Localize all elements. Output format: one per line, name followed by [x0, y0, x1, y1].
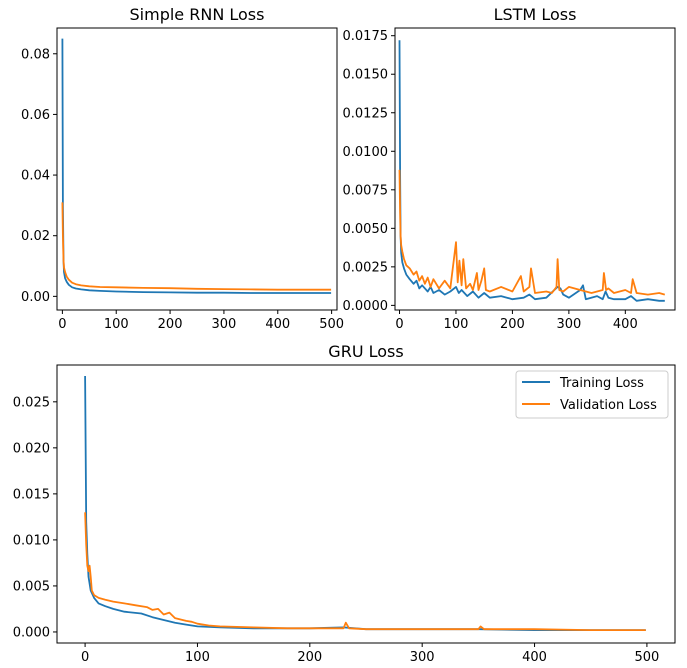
gru-x-axis: 0 100 200 300 400 500: [81, 643, 659, 665]
gru-x-tick-label: 0: [81, 650, 89, 665]
gru-plot-title: GRU Loss: [328, 342, 403, 361]
lstm-y-tick-label: 0.0025: [343, 260, 389, 275]
lstm-validation-line: [398, 169, 666, 296]
gru-y-tick-label: 0.025: [13, 395, 50, 410]
gru-y-tick-label: 0.010: [13, 533, 50, 548]
lstm-y-tick-label: 0.0000: [343, 299, 389, 314]
legend-box: [515, 370, 669, 419]
rnn-loss-plot: Simple RNN Loss 0 100 200 300 400 500 0.000.0…: [21, 5, 344, 332]
lstm-y-tick-label: 0.0150: [343, 68, 389, 83]
rnn-validation-line: [61, 202, 332, 291]
rnn-plot-title: Simple RNN Loss: [130, 5, 265, 24]
lstm-y-tick-label: 0.0050: [343, 222, 389, 237]
lstm-x-tick-label: 300: [556, 317, 581, 332]
rnn-series-lines: [61, 38, 332, 294]
gru-x-tick-label: 400: [522, 650, 547, 665]
rnn-y-tick-label: 0.08: [21, 47, 50, 62]
rnn-y-axis: 0.00 0.02 0.04 0.06 0.08: [21, 47, 57, 305]
rnn-y-tick-label: 0.06: [21, 108, 50, 123]
rnn-x-axis: 0 100 200 300 400 500: [58, 310, 344, 332]
gru-x-tick-label: 500: [634, 650, 659, 665]
lstm-y-tick-label: 0.0125: [343, 106, 389, 121]
rnn-x-tick-label: 300: [212, 317, 237, 332]
gru-y-tick-label: 0.020: [13, 441, 50, 456]
rnn-x-tick-label: 400: [265, 317, 290, 332]
lstm-y-tick-label: 0.0075: [343, 183, 389, 198]
lstm-axes-frame: [394, 27, 676, 311]
gru-y-axis: 0.000 0.005 0.010 0.015 0.020 0.025: [13, 395, 57, 640]
rnn-x-tick-label: 0: [58, 317, 66, 332]
gru-x-tick-label: 100: [185, 650, 210, 665]
gru-axes-frame: [56, 364, 676, 644]
rnn-x-tick-label: 100: [104, 317, 129, 332]
lstm-loss-plot: LSTM Loss 0 100 200 300 400 0.00000.00250.00…: [343, 5, 676, 332]
rnn-axes-frame: [56, 27, 338, 311]
lstm-plot-title: LSTM Loss: [494, 5, 577, 24]
lstm-y-tick-label: 0.0175: [343, 29, 389, 44]
lstm-x-tick-label: 200: [500, 317, 525, 332]
gru-y-tick-label: 0.005: [13, 579, 50, 594]
legend-label-validation: Validation Loss: [560, 398, 657, 413]
gru-y-tick-label: 0.015: [13, 487, 50, 502]
gru-series-lines: [84, 375, 646, 631]
gru-x-tick-label: 300: [410, 650, 435, 665]
gru-validation-line: [84, 512, 646, 631]
lstm-x-tick-label: 0: [395, 317, 403, 332]
lstm-series-lines: [398, 40, 666, 302]
rnn-y-tick-label: 0.02: [21, 229, 50, 244]
rnn-training-line: [61, 38, 332, 294]
lstm-y-tick-label: 0.0100: [343, 145, 389, 160]
rnn-y-tick-label: 0.04: [21, 169, 50, 184]
rnn-x-tick-label: 500: [319, 317, 344, 332]
gru-loss-plot: GRU Loss 0 100 200 300 400 500 0.000 0.005 0.01…: [13, 342, 676, 665]
legend: Training Loss Validation Loss: [515, 370, 669, 419]
rnn-x-tick-label: 200: [158, 317, 183, 332]
legend-label-training: Training Loss: [559, 376, 644, 391]
lstm-training-line: [398, 40, 665, 302]
lstm-x-tick-label: 400: [613, 317, 638, 332]
lstm-x-axis: 0 100 200 300 400: [395, 310, 638, 332]
gru-y-tick-label: 0.000: [13, 625, 50, 640]
lstm-y-axis: 0.0000 0.0025 0.0050 0.0075 0.0100 0.0125 0.01…: [343, 29, 395, 314]
gru-x-tick-label: 200: [297, 650, 322, 665]
lstm-x-tick-label: 100: [444, 317, 469, 332]
rnn-y-tick-label: 0.00: [21, 290, 50, 305]
